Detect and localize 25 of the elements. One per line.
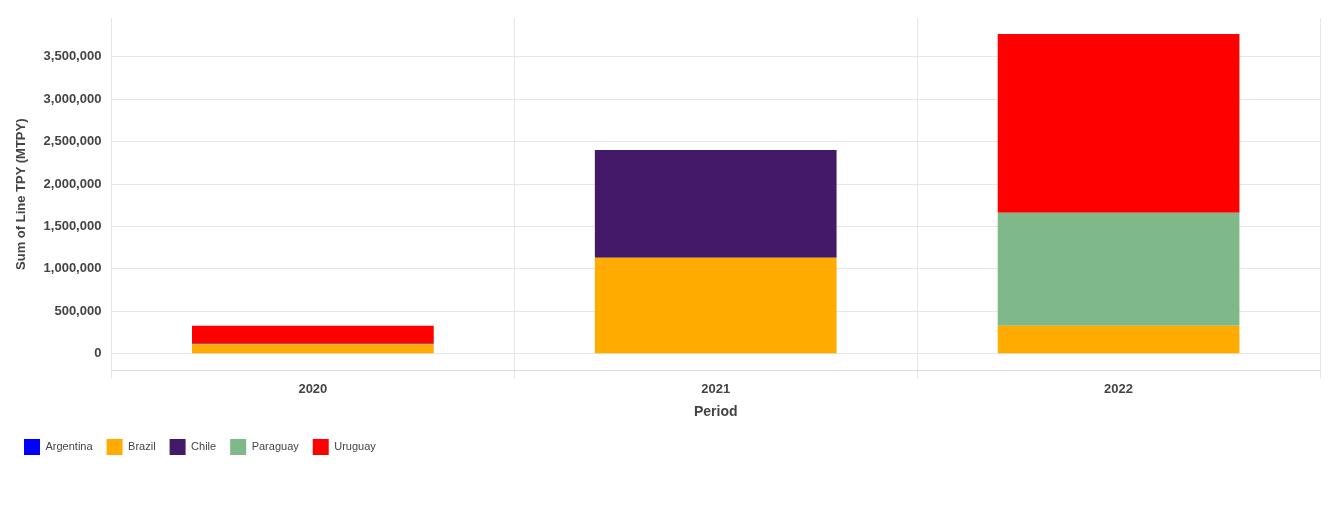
y-tick-label: 1,000,000 bbox=[43, 260, 102, 276]
y-tick-label: 0 bbox=[94, 345, 102, 361]
y-tick-label: 2,500,000 bbox=[43, 133, 102, 149]
x-tick-label: 2022 bbox=[1104, 380, 1134, 396]
y-tick-label: 1,500,000 bbox=[43, 218, 102, 234]
bar bbox=[997, 325, 1240, 354]
x-axis-title: Period bbox=[693, 403, 738, 420]
bar bbox=[594, 257, 837, 354]
legend-label: Uruguay bbox=[334, 440, 377, 453]
y-axis-title: Sum of Line TPY (MTPY) bbox=[13, 118, 29, 270]
x-tick-label: 2020 bbox=[298, 380, 328, 396]
bar bbox=[997, 212, 1240, 326]
legend-label: Argentina bbox=[45, 440, 94, 453]
bar bbox=[192, 344, 434, 354]
bar bbox=[997, 33, 1240, 213]
y-tick-label: 3,500,000 bbox=[43, 48, 102, 64]
y-tick-label: 3,000,000 bbox=[43, 90, 102, 106]
y-tick-label: 2,000,000 bbox=[43, 175, 102, 191]
legend-label: Brazil bbox=[128, 440, 156, 453]
y-tick-label: 500,000 bbox=[54, 302, 102, 318]
legend-label: Chile bbox=[191, 440, 217, 453]
x-tick-label: 2021 bbox=[701, 380, 731, 396]
bar bbox=[594, 150, 837, 258]
bar bbox=[192, 325, 434, 344]
legend-label: Paraguay bbox=[251, 440, 300, 453]
